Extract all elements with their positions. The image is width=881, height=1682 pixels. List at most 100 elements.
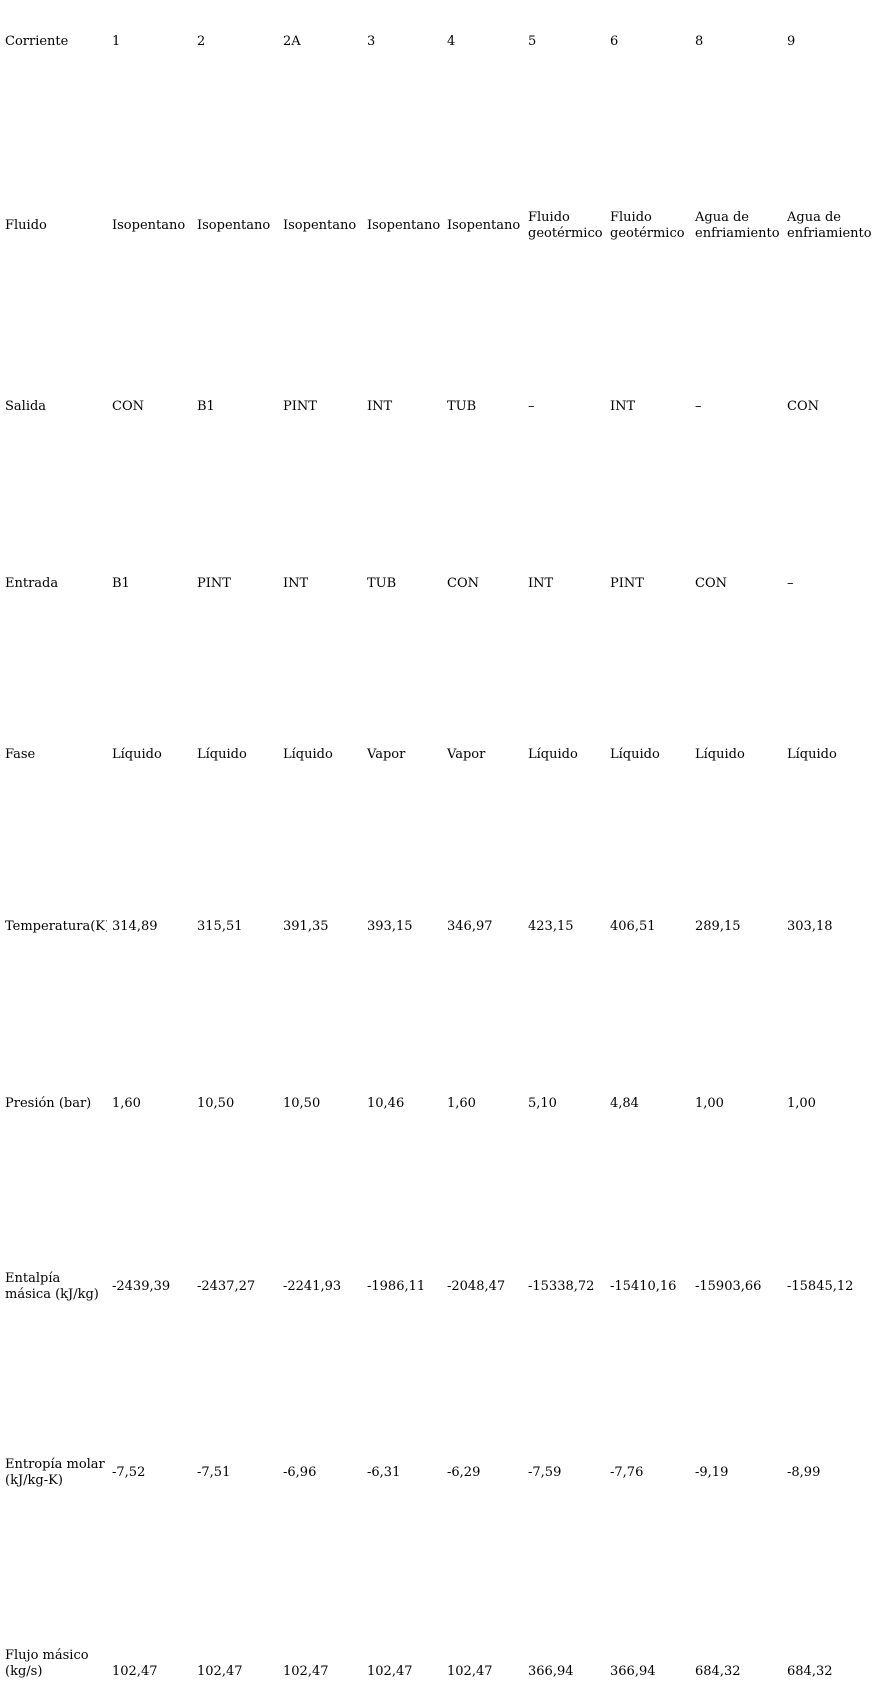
cell-value: – bbox=[695, 399, 702, 414]
table-row: Entalpía másica (kJ/kg) -2439,39 -2437,27 -… bbox=[0, 1194, 881, 1379]
cell-value: Líquido bbox=[695, 747, 745, 762]
cell-value: -15410,16 bbox=[610, 1278, 677, 1294]
table-row: Entropía molar (kJ/kg-K) -7,52 -7,51 -6,96 -… bbox=[0, 1379, 881, 1567]
cell-value: Agua de enfriamiento bbox=[695, 209, 780, 241]
cell-value: 289,15 bbox=[695, 919, 741, 934]
cell-value: INT bbox=[283, 576, 309, 591]
cell-value: -15903,66 bbox=[695, 1278, 762, 1294]
cell-value: Vapor bbox=[447, 747, 486, 762]
cell-value: Vapor bbox=[367, 747, 406, 762]
table-row: Salida CON B1 PINT INT TUB – INT – CON bbox=[0, 316, 881, 498]
cell-value: -7,76 bbox=[610, 1465, 644, 1480]
table-row: Temperatura(K) 314,89 315,51 391,35 393,15 34… bbox=[0, 840, 881, 1014]
cell-value: -8,99 bbox=[787, 1465, 821, 1480]
table-row: Fluido Isopentano Isopentano Isopentano Isop… bbox=[0, 135, 881, 316]
cell-value: -9,19 bbox=[695, 1465, 729, 1480]
cell-value: 1,00 bbox=[787, 1096, 816, 1111]
cell-value: 6 bbox=[610, 34, 619, 49]
cell-value: -6,29 bbox=[447, 1465, 481, 1480]
cell-value: Agua de enfriamiento bbox=[787, 209, 872, 241]
cell-value: 102,47 bbox=[197, 1664, 243, 1679]
cell-value: Líquido bbox=[610, 747, 660, 762]
cell-value: -2048,47 bbox=[447, 1278, 506, 1294]
table-row: Flujo másico (kg/s) 102,47 102,47 102,47 102… bbox=[0, 1567, 881, 1682]
row-label: Corriente bbox=[5, 34, 69, 49]
row-label: Fluido bbox=[5, 217, 47, 233]
cell-value: 366,94 bbox=[610, 1664, 656, 1679]
cell-value: 2 bbox=[197, 34, 206, 49]
cell-value: Líquido bbox=[528, 747, 578, 762]
cell-value: -7,59 bbox=[528, 1465, 562, 1480]
cell-value: -7,52 bbox=[112, 1465, 146, 1480]
cell-value: PINT bbox=[610, 576, 644, 591]
row-label: Entrada bbox=[5, 576, 59, 591]
table-row: Fase Líquido Líquido Líquido Vapor Vapor Líqui… bbox=[0, 670, 881, 840]
cell-value: B1 bbox=[197, 399, 215, 414]
cell-value: -7,51 bbox=[197, 1465, 231, 1480]
cell-value: 391,35 bbox=[283, 919, 329, 934]
cell-value: Líquido bbox=[112, 747, 162, 762]
cell-value: TUB bbox=[367, 576, 397, 591]
cell-value: 1,60 bbox=[447, 1096, 476, 1111]
cell-value: Fluido geotérmico bbox=[528, 209, 603, 241]
cell-value: Líquido bbox=[787, 747, 837, 762]
cell-value: PINT bbox=[283, 399, 317, 414]
cell-value: INT bbox=[367, 399, 393, 414]
cell-value: CON bbox=[112, 399, 144, 414]
table-row: Corriente 1 2 2A 3 4 5 6 8 9 bbox=[0, 0, 881, 135]
cell-value: Isopentano bbox=[283, 217, 357, 233]
table-row: Presión (bar) 1,60 10,50 10,50 10,46 1,60 5,10… bbox=[0, 1014, 881, 1194]
cell-value: TUB bbox=[447, 399, 477, 414]
cell-value: Isopentano bbox=[447, 217, 521, 233]
row-label: Entalpía másica (kJ/kg) bbox=[5, 1270, 99, 1302]
cell-value: CON bbox=[447, 576, 479, 591]
row-label: Temperatura(K) bbox=[5, 919, 107, 934]
cell-value: 5,10 bbox=[528, 1096, 557, 1111]
cell-value: Isopentano bbox=[112, 217, 186, 233]
cell-value: 4 bbox=[447, 34, 456, 49]
cell-value: 5 bbox=[528, 34, 537, 49]
cell-value: -6,31 bbox=[367, 1465, 401, 1480]
cell-value: 423,15 bbox=[528, 919, 574, 934]
cell-value: – bbox=[528, 399, 535, 414]
cell-value: Isopentano bbox=[197, 217, 271, 233]
cell-value: Fluido geotérmico bbox=[610, 209, 685, 241]
row-label: Fase bbox=[5, 747, 36, 762]
row-label: Salida bbox=[5, 399, 47, 414]
cell-value: 1 bbox=[112, 34, 121, 49]
cell-value: INT bbox=[528, 576, 554, 591]
cell-value: -15845,12 bbox=[787, 1278, 854, 1294]
cell-value: INT bbox=[610, 399, 636, 414]
cell-value: CON bbox=[787, 399, 819, 414]
cell-value: 102,47 bbox=[367, 1664, 413, 1679]
cell-value: 314,89 bbox=[112, 919, 158, 934]
cell-value: 10,50 bbox=[283, 1096, 321, 1111]
cell-value: Isopentano bbox=[367, 217, 441, 233]
cell-value: 406,51 bbox=[610, 919, 656, 934]
cell-value: 315,51 bbox=[197, 919, 243, 934]
cell-value: 303,18 bbox=[787, 919, 833, 934]
cell-value: -2241,93 bbox=[283, 1278, 342, 1294]
row-label: Flujo másico (kg/s) bbox=[5, 1648, 89, 1679]
cell-value: B1 bbox=[112, 576, 130, 591]
cell-value: 3 bbox=[367, 34, 376, 49]
cell-value: 346,97 bbox=[447, 919, 493, 934]
cell-value: CON bbox=[695, 576, 727, 591]
cell-value: 8 bbox=[695, 34, 704, 49]
cell-value: 102,47 bbox=[447, 1664, 493, 1679]
cell-value: 366,94 bbox=[528, 1664, 574, 1679]
row-label: Presión (bar) bbox=[5, 1096, 92, 1111]
cell-value: Líquido bbox=[197, 747, 247, 762]
cell-value: – bbox=[787, 576, 794, 591]
cell-value: -15338,72 bbox=[528, 1278, 595, 1294]
cell-value: Líquido bbox=[283, 747, 333, 762]
cell-value: -2439,39 bbox=[112, 1278, 171, 1294]
cell-value: 393,15 bbox=[367, 919, 413, 934]
cell-value: 2A bbox=[283, 34, 301, 49]
cell-value: 684,32 bbox=[787, 1664, 833, 1679]
cell-value: 102,47 bbox=[283, 1664, 329, 1679]
cell-value: 4,84 bbox=[610, 1096, 639, 1111]
cell-value: 684,32 bbox=[695, 1664, 741, 1679]
